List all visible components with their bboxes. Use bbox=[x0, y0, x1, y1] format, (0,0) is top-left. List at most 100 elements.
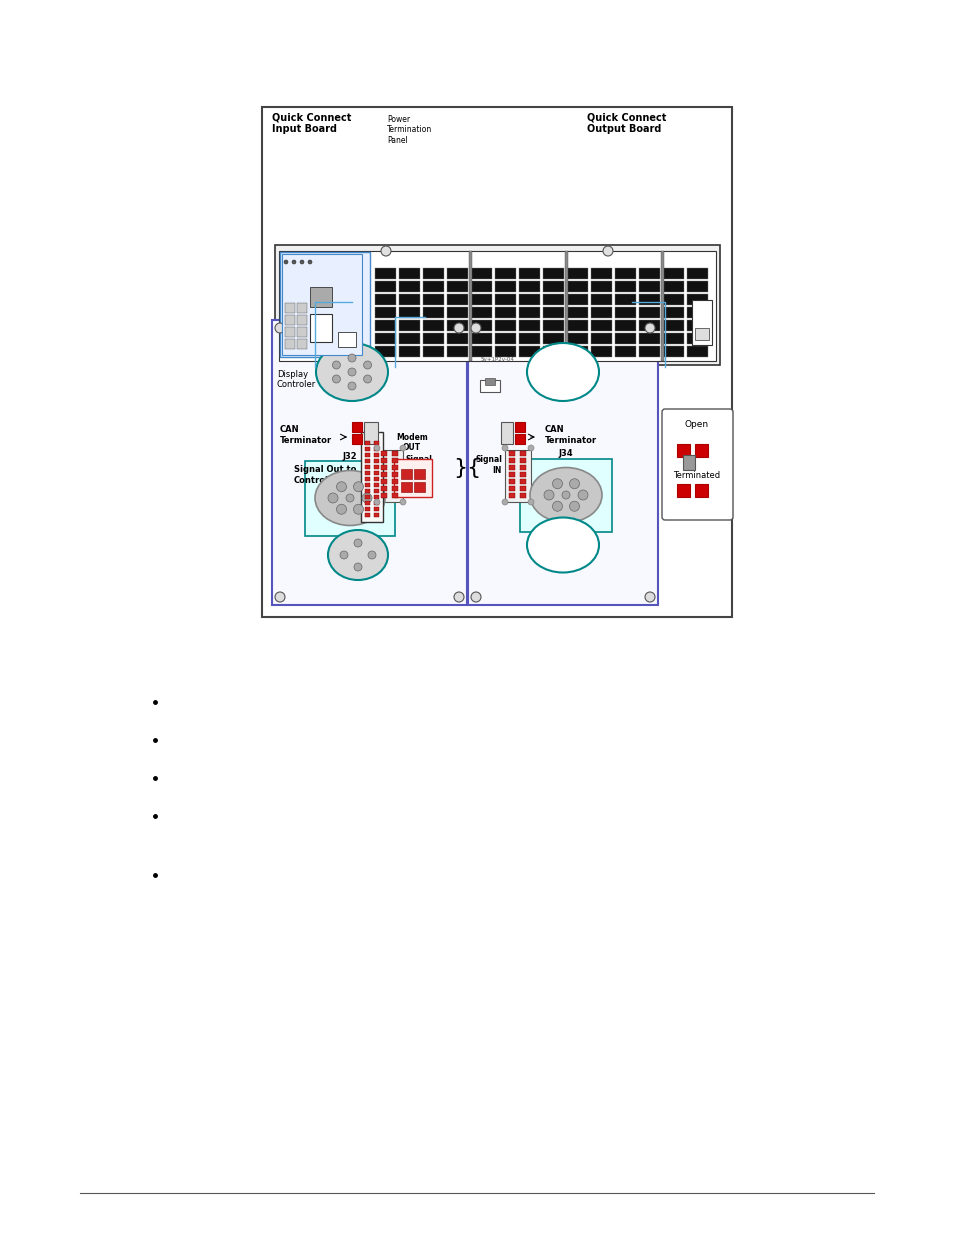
Circle shape bbox=[292, 261, 295, 264]
Bar bbox=[398, 346, 419, 357]
Bar bbox=[519, 472, 525, 477]
Bar bbox=[380, 451, 387, 456]
Circle shape bbox=[332, 375, 340, 383]
Bar bbox=[639, 268, 659, 279]
Bar bbox=[518, 346, 539, 357]
Bar bbox=[566, 333, 587, 345]
Text: J34: J34 bbox=[558, 450, 573, 458]
Bar bbox=[471, 346, 492, 357]
Bar bbox=[296, 303, 307, 312]
Bar bbox=[374, 508, 378, 511]
Bar bbox=[305, 461, 395, 536]
Bar bbox=[365, 459, 370, 463]
Bar bbox=[639, 294, 659, 305]
Circle shape bbox=[501, 445, 507, 451]
Bar bbox=[380, 466, 387, 471]
Bar bbox=[392, 479, 397, 484]
Bar bbox=[380, 479, 387, 484]
Bar bbox=[686, 346, 707, 357]
Circle shape bbox=[471, 324, 480, 333]
Circle shape bbox=[380, 246, 391, 256]
Bar bbox=[542, 333, 563, 345]
Circle shape bbox=[354, 504, 363, 514]
Bar bbox=[519, 466, 525, 471]
Bar bbox=[509, 472, 515, 477]
Text: Modem
OUT: Modem OUT bbox=[395, 432, 428, 452]
Circle shape bbox=[543, 490, 554, 500]
Bar bbox=[447, 308, 468, 317]
Circle shape bbox=[348, 368, 355, 375]
Text: Display
Controler: Display Controler bbox=[276, 370, 315, 389]
Bar bbox=[662, 294, 683, 305]
Bar bbox=[374, 513, 378, 517]
Bar bbox=[447, 294, 468, 305]
Bar bbox=[380, 487, 387, 492]
Circle shape bbox=[471, 592, 480, 601]
Circle shape bbox=[569, 501, 578, 511]
Bar bbox=[542, 308, 563, 317]
Bar bbox=[542, 268, 563, 279]
Bar bbox=[615, 346, 636, 357]
Bar bbox=[447, 268, 468, 279]
Circle shape bbox=[328, 493, 337, 503]
Bar bbox=[495, 268, 516, 279]
Bar bbox=[374, 466, 378, 469]
Bar bbox=[495, 333, 516, 345]
Bar bbox=[422, 282, 443, 291]
Bar bbox=[375, 333, 395, 345]
Bar bbox=[392, 466, 397, 471]
Bar bbox=[365, 453, 370, 457]
Bar bbox=[590, 346, 612, 357]
Circle shape bbox=[274, 592, 285, 601]
Bar bbox=[365, 513, 370, 517]
Bar bbox=[380, 472, 387, 477]
Bar bbox=[509, 487, 515, 492]
Bar bbox=[285, 303, 294, 312]
Bar bbox=[682, 454, 695, 471]
Bar bbox=[495, 282, 516, 291]
Circle shape bbox=[527, 499, 534, 505]
Bar bbox=[677, 484, 689, 496]
Text: CAN
Terminator: CAN Terminator bbox=[544, 425, 597, 445]
Text: J32: J32 bbox=[342, 452, 357, 461]
Circle shape bbox=[454, 592, 463, 601]
Bar bbox=[414, 482, 424, 492]
Circle shape bbox=[361, 493, 372, 503]
Bar bbox=[695, 484, 707, 496]
Bar bbox=[365, 477, 370, 480]
Bar bbox=[398, 294, 419, 305]
Bar bbox=[662, 268, 683, 279]
Text: Quick Connect
Input Board: Quick Connect Input Board bbox=[272, 112, 351, 133]
Bar bbox=[374, 453, 378, 457]
Bar bbox=[509, 458, 515, 463]
Bar bbox=[615, 333, 636, 345]
Text: Signal
IN: Signal IN bbox=[475, 456, 501, 474]
Bar bbox=[376, 450, 402, 501]
Bar bbox=[365, 471, 370, 475]
Bar bbox=[639, 346, 659, 357]
Bar bbox=[590, 294, 612, 305]
Bar bbox=[695, 329, 708, 340]
Circle shape bbox=[346, 494, 354, 501]
Bar bbox=[392, 458, 397, 463]
Bar bbox=[374, 495, 378, 499]
Bar bbox=[519, 487, 525, 492]
Bar bbox=[695, 445, 707, 457]
Circle shape bbox=[354, 538, 361, 547]
Ellipse shape bbox=[328, 530, 388, 580]
Bar bbox=[374, 501, 378, 505]
Bar bbox=[422, 268, 443, 279]
Text: Signal Out to
Controller: Signal Out to Controller bbox=[294, 466, 356, 484]
Bar bbox=[479, 380, 499, 391]
Bar bbox=[392, 493, 397, 498]
Circle shape bbox=[578, 490, 587, 500]
Bar bbox=[374, 489, 378, 493]
Bar bbox=[352, 422, 361, 432]
Bar bbox=[518, 320, 539, 331]
Bar bbox=[365, 483, 370, 487]
Ellipse shape bbox=[530, 468, 601, 522]
Circle shape bbox=[374, 499, 379, 505]
Bar bbox=[495, 308, 516, 317]
Circle shape bbox=[454, 324, 463, 333]
Circle shape bbox=[527, 445, 534, 451]
